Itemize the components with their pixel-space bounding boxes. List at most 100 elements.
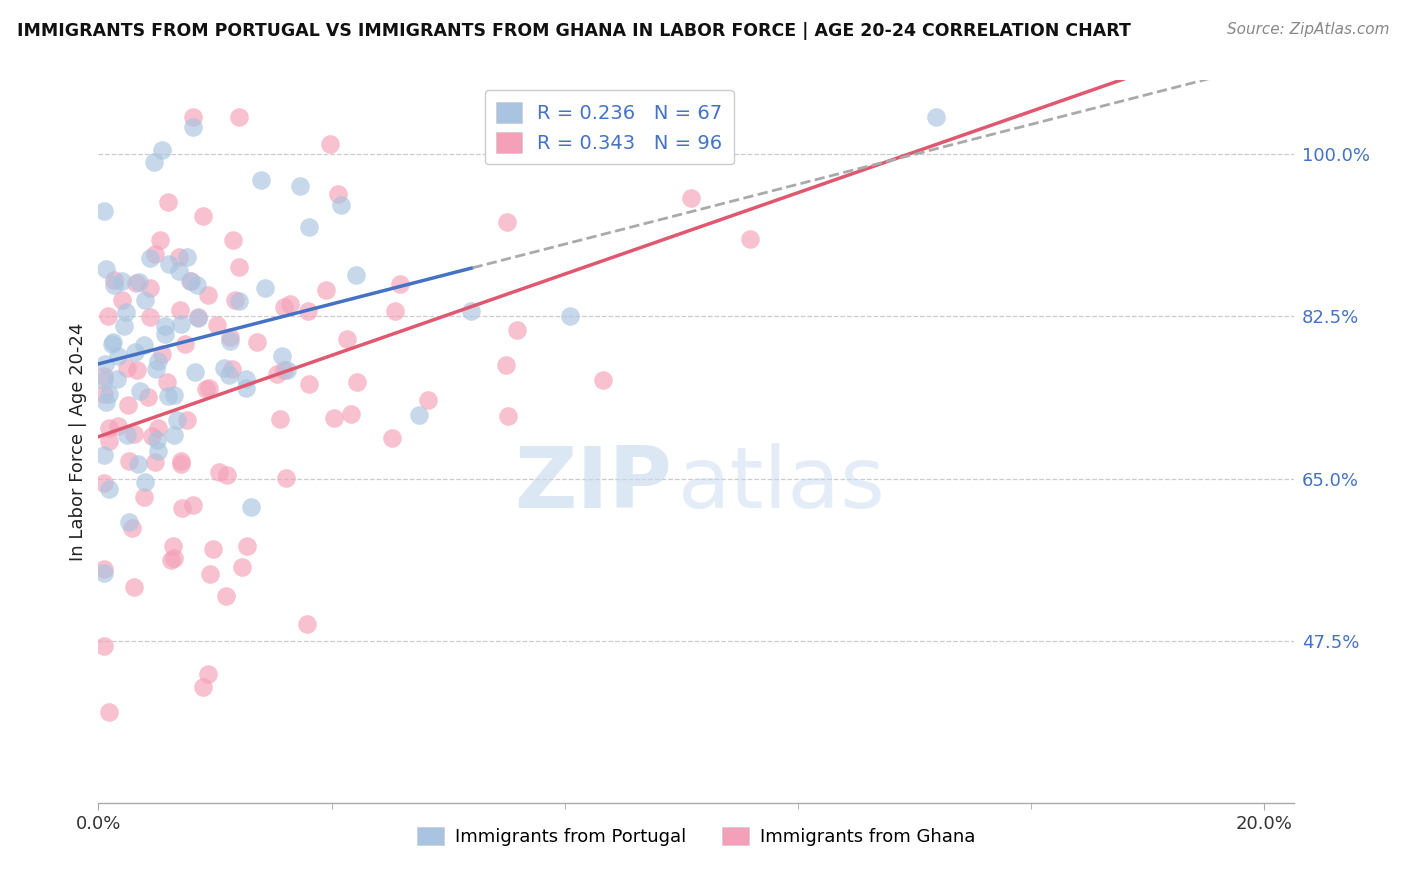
Point	[139, 281, 162, 295]
Point	[326, 187, 349, 202]
Point	[163, 428, 186, 442]
Point	[218, 368, 240, 382]
Text: atlas: atlas	[678, 443, 886, 526]
Point	[118, 454, 141, 468]
Point	[170, 500, 193, 515]
Point	[115, 428, 138, 442]
Point	[169, 251, 191, 265]
Point	[219, 330, 242, 344]
Point	[124, 345, 146, 359]
Point	[93, 448, 115, 462]
Point	[160, 552, 183, 566]
Point	[128, 384, 150, 398]
Point	[117, 398, 139, 412]
Point	[254, 281, 277, 295]
Point	[166, 413, 188, 427]
Point	[235, 539, 257, 553]
Point	[270, 349, 292, 363]
Point	[224, 293, 246, 307]
Point	[222, 233, 245, 247]
Point	[146, 421, 169, 435]
Point	[506, 323, 529, 337]
Point	[228, 293, 250, 308]
Point	[97, 434, 120, 448]
Point	[157, 195, 180, 210]
Point	[138, 251, 160, 265]
Point	[98, 421, 121, 435]
Point	[125, 363, 148, 377]
Point	[162, 539, 184, 553]
Point	[298, 220, 321, 235]
Point	[681, 191, 703, 205]
Point	[142, 154, 165, 169]
Point	[132, 338, 155, 352]
Point	[322, 411, 344, 425]
Point	[221, 362, 243, 376]
Point	[181, 120, 204, 135]
Point	[460, 303, 482, 318]
Point	[740, 232, 762, 246]
Point	[163, 387, 186, 401]
Point	[98, 386, 121, 401]
Point	[180, 274, 202, 288]
Point	[219, 334, 242, 348]
Point	[925, 111, 948, 125]
Point	[240, 500, 263, 514]
Point	[170, 454, 193, 468]
Point	[298, 376, 321, 391]
Point	[143, 247, 166, 261]
Point	[134, 475, 156, 489]
Legend: Immigrants from Portugal, Immigrants from Ghana: Immigrants from Portugal, Immigrants fro…	[408, 818, 984, 855]
Point	[381, 431, 404, 445]
Point	[231, 560, 253, 574]
Point	[107, 349, 129, 363]
Point	[495, 358, 517, 372]
Point	[122, 580, 145, 594]
Point	[103, 273, 125, 287]
Point	[315, 283, 337, 297]
Point	[319, 137, 342, 152]
Point	[149, 233, 172, 247]
Point	[592, 373, 614, 387]
Point	[146, 444, 169, 458]
Point	[187, 310, 209, 325]
Point	[97, 482, 120, 496]
Point	[274, 470, 297, 484]
Point	[134, 293, 156, 307]
Point	[191, 680, 214, 694]
Point	[103, 334, 125, 349]
Point	[115, 361, 138, 376]
Point	[344, 268, 367, 282]
Point	[155, 326, 177, 341]
Point	[156, 376, 179, 390]
Point	[143, 455, 166, 469]
Point	[105, 372, 128, 386]
Point	[186, 278, 208, 293]
Point	[495, 215, 517, 229]
Point	[329, 198, 352, 212]
Point	[245, 334, 267, 349]
Point	[145, 433, 167, 447]
Point	[93, 566, 115, 581]
Point	[697, 111, 720, 125]
Y-axis label: In Labor Force | Age 20-24: In Labor Force | Age 20-24	[69, 322, 87, 561]
Point	[97, 705, 120, 719]
Point	[111, 274, 134, 288]
Point	[93, 368, 115, 383]
Point	[118, 515, 141, 529]
Point	[201, 542, 224, 557]
Point	[100, 337, 122, 351]
Point	[176, 250, 198, 264]
Point	[163, 551, 186, 566]
Point	[107, 418, 129, 433]
Point	[235, 380, 257, 394]
Point	[93, 204, 115, 219]
Point	[167, 264, 190, 278]
Point	[93, 639, 115, 653]
Point	[93, 476, 115, 491]
Text: IMMIGRANTS FROM PORTUGAL VS IMMIGRANTS FROM GHANA IN LABOR FORCE | AGE 20-24 COR: IMMIGRANTS FROM PORTUGAL VS IMMIGRANTS F…	[17, 22, 1130, 40]
Point	[153, 318, 176, 333]
Point	[157, 389, 180, 403]
Point	[173, 337, 195, 351]
Point	[496, 409, 519, 423]
